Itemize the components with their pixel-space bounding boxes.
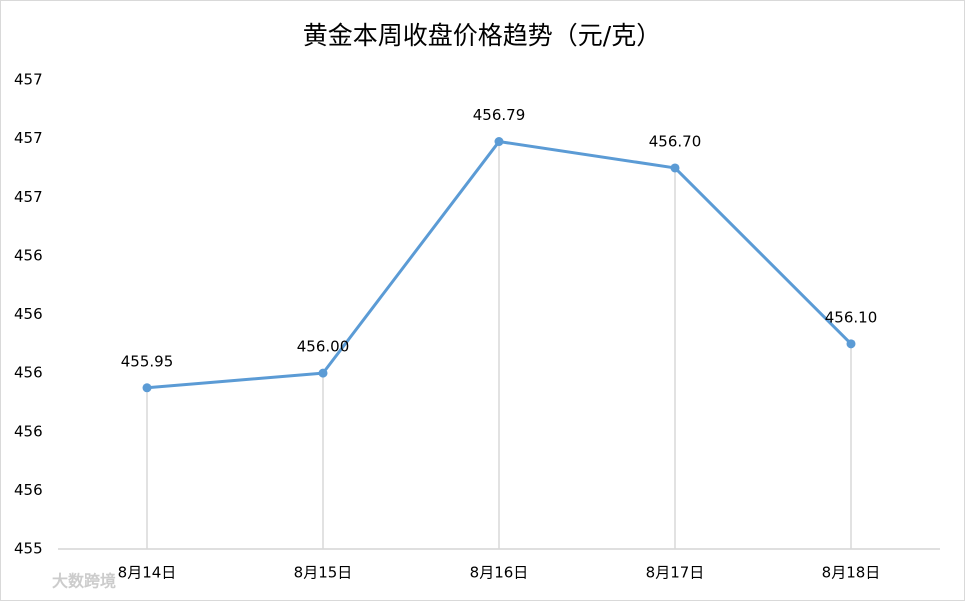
marker <box>670 163 680 173</box>
chart-title: 黄金本周收盘价格趋势（元/克） <box>303 21 661 50</box>
marker <box>142 383 152 393</box>
x-tick-label: 8月15日 <box>294 564 353 582</box>
watermark: 大数跨境 <box>52 572 116 591</box>
marker <box>494 137 504 147</box>
y-tick-label: 456 <box>14 481 43 499</box>
y-tick-label: 456 <box>14 305 43 323</box>
x-tick-label: 8月18日 <box>822 564 881 582</box>
y-tick-label: 457 <box>14 188 43 206</box>
x-tick-label: 8月16日 <box>470 564 529 582</box>
y-tick-label: 456 <box>14 364 43 382</box>
y-tick-label: 456 <box>14 422 43 440</box>
data-label: 456.00 <box>297 338 350 356</box>
data-label: 455.95 <box>121 352 174 370</box>
data-label: 456.70 <box>649 132 702 150</box>
data-label: 456.10 <box>825 308 878 326</box>
y-tick-label: 456 <box>14 246 43 264</box>
data-label: 456.79 <box>473 106 526 124</box>
y-tick-label: 455 <box>14 540 43 558</box>
x-tick-label: 8月17日 <box>646 564 705 582</box>
marker <box>318 368 328 378</box>
y-tick-label: 457 <box>14 129 43 147</box>
x-tick-label: 8月14日 <box>118 564 177 582</box>
marker <box>846 339 856 349</box>
y-tick-label: 457 <box>14 71 43 89</box>
